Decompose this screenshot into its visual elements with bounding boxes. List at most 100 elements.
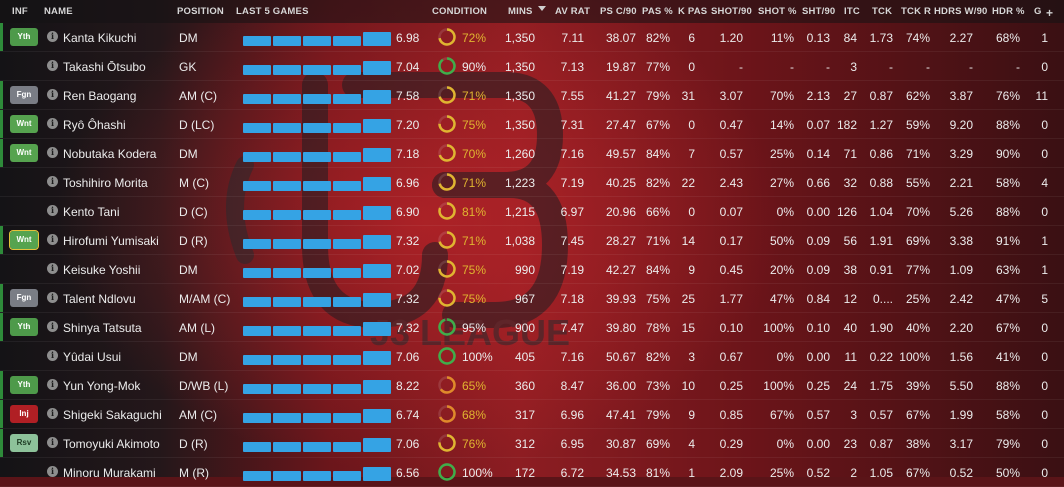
info-icon[interactable]: i: [47, 60, 58, 71]
col-mins[interactable]: MINS: [508, 6, 533, 17]
table-row[interactable]: Yth i Yun Yong-Mok D/WB (L) 8.22 65% 360 8.47 36…: [0, 371, 1064, 400]
status-badge[interactable]: Fgn: [10, 289, 38, 307]
table-row[interactable]: i Toshihiro Morita M (C) 6.96 71% 1,223 7.19 40…: [0, 168, 1064, 197]
col-last5[interactable]: LAST 5 GAMES: [236, 6, 309, 17]
add-column-button[interactable]: +: [1046, 6, 1054, 20]
table-row[interactable]: i Takashi Ōtsubo GK 7.04 90% 1,350 7.13 19.87 77…: [0, 52, 1064, 81]
col-name[interactable]: NAME: [44, 6, 73, 17]
game-rating-bar: [273, 442, 301, 452]
last-5-games-bars[interactable]: [243, 289, 393, 307]
table-row[interactable]: i Minoru Murakami M (R) 6.56 100% 172 6.72 34.5…: [0, 458, 1064, 487]
table-row[interactable]: Rsv i Tomoyuki Akimoto D (R) 7.06 76% 312 6.95 3…: [0, 429, 1064, 458]
info-icon[interactable]: i: [47, 118, 58, 129]
col-sht90[interactable]: SHT/90: [802, 6, 836, 17]
col-condition[interactable]: CONDITION: [432, 6, 488, 17]
player-name[interactable]: Shinya Tatsuta: [63, 321, 142, 335]
position-cell: AM (C): [179, 89, 217, 103]
col-itc[interactable]: ITC: [844, 6, 860, 17]
last-5-games-bars[interactable]: [243, 463, 393, 481]
info-icon[interactable]: i: [47, 234, 58, 245]
col-tck-r[interactable]: TCK R: [901, 6, 932, 17]
info-icon[interactable]: i: [47, 321, 58, 332]
player-name[interactable]: Yun Yong-Mok: [63, 379, 141, 393]
last-5-games-bars[interactable]: [243, 57, 393, 75]
last-5-games-bars[interactable]: [243, 318, 393, 336]
player-name[interactable]: Shigeki Sakaguchi: [63, 408, 162, 422]
player-name[interactable]: Minoru Murakami: [63, 466, 156, 480]
last-5-games-bars[interactable]: [243, 86, 393, 104]
last-5-games-bars[interactable]: [243, 376, 393, 394]
info-icon[interactable]: i: [47, 176, 58, 187]
player-name[interactable]: Kento Tani: [63, 205, 120, 219]
last-5-games-bars[interactable]: [243, 173, 393, 191]
last-5-games-bars[interactable]: [243, 260, 393, 278]
table-row[interactable]: Inj i Shigeki Sakaguchi AM (C) 6.74 68% 317 6.9…: [0, 400, 1064, 429]
player-name[interactable]: Takashi Ōtsubo: [63, 60, 146, 74]
position-cell: AM (C): [179, 408, 217, 422]
status-badge[interactable]: Wnt: [10, 144, 38, 162]
last-5-games-bars[interactable]: [243, 202, 393, 220]
player-name[interactable]: Ryô Ôhashi: [63, 118, 126, 132]
col-hdr-pct[interactable]: HDR %: [992, 6, 1025, 17]
info-icon[interactable]: i: [47, 408, 58, 419]
last-5-games-bars[interactable]: [243, 347, 393, 365]
col-g[interactable]: G: [1034, 6, 1042, 17]
status-badge[interactable]: Wnt: [9, 230, 39, 250]
table-row[interactable]: Yth i Kanta Kikuchi DM 6.98 72% 1,350 7.11 38.07…: [0, 23, 1064, 52]
table-row[interactable]: i Keisuke Yoshii DM 7.02 75% 990 7.19 42.27 84% 9…: [0, 255, 1064, 284]
player-name[interactable]: Toshihiro Morita: [63, 176, 148, 190]
last-5-games-bars[interactable]: [243, 28, 393, 46]
table-row[interactable]: Fgn i Talent Ndlovu M/AM (C) 7.32 75% 967 7.18 3…: [0, 284, 1064, 313]
col-inf[interactable]: INF: [12, 6, 28, 17]
player-name[interactable]: Kanta Kikuchi: [63, 31, 137, 45]
info-icon[interactable]: i: [47, 350, 58, 361]
player-name[interactable]: Keisuke Yoshii: [63, 263, 141, 277]
col-k-pas[interactable]: K PAS: [678, 6, 708, 17]
last-5-games-bars[interactable]: [243, 405, 393, 423]
info-icon[interactable]: i: [47, 205, 58, 216]
info-icon[interactable]: i: [47, 379, 58, 390]
player-name[interactable]: Ren Baogang: [63, 89, 137, 103]
col-shot-pct[interactable]: SHOT %: [758, 6, 797, 17]
col-shot90[interactable]: SHOT/90: [711, 6, 752, 17]
player-name[interactable]: Tomoyuki Akimoto: [63, 437, 160, 451]
info-icon[interactable]: i: [47, 147, 58, 158]
player-name[interactable]: Talent Ndlovu: [63, 292, 136, 306]
col-hdrs-w90[interactable]: HDRS W/90: [934, 6, 988, 17]
status-badge[interactable]: Fgn: [10, 86, 38, 104]
table-row[interactable]: Wnt i Hirofumi Yumisaki D (R) 7.32 71% 1,038 7.…: [0, 226, 1064, 255]
player-name[interactable]: Hirofumi Yumisaki: [63, 234, 159, 248]
table-row[interactable]: Yth i Shinya Tatsuta AM (L) 7.32 95% 900 7.47 39…: [0, 313, 1064, 342]
player-name[interactable]: Nobutaka Kodera: [63, 147, 157, 161]
status-badge[interactable]: Wnt: [10, 115, 38, 133]
position-cell: DM: [179, 263, 198, 277]
info-icon[interactable]: i: [47, 31, 58, 42]
info-icon[interactable]: i: [47, 437, 58, 448]
info-icon[interactable]: i: [47, 89, 58, 100]
table-row[interactable]: Wnt i Ryô Ôhashi D (LC) 7.20 75% 1,350 7.31 27.4…: [0, 110, 1064, 139]
status-badge[interactable]: Rsv: [10, 434, 38, 452]
last-5-games-bars[interactable]: [243, 231, 393, 249]
col-tck[interactable]: TCK: [872, 6, 893, 17]
col-position[interactable]: POSITION: [177, 6, 224, 17]
table-row[interactable]: i Kento Tani D (C) 6.90 81% 1,215 6.97 20.96 66%…: [0, 197, 1064, 226]
info-icon[interactable]: i: [47, 466, 58, 477]
table-row[interactable]: Fgn i Ren Baogang AM (C) 7.58 71% 1,350 7.55 41.…: [0, 81, 1064, 110]
status-badge[interactable]: Yth: [10, 376, 38, 394]
tck-cell: 0.88: [869, 176, 893, 190]
status-badge[interactable]: Inj: [10, 405, 38, 423]
last-5-games-bars[interactable]: [243, 144, 393, 162]
info-icon[interactable]: i: [47, 292, 58, 303]
info-icon[interactable]: i: [47, 263, 58, 274]
table-row[interactable]: i Yûdai Usui DM 7.06 100% 405 7.16 50.67 82% 3 0.6…: [0, 342, 1064, 371]
status-badge[interactable]: Yth: [10, 318, 38, 336]
last-5-games-bars[interactable]: [243, 434, 393, 452]
shot90-cell: 0.47: [719, 118, 743, 132]
last-5-games-bars[interactable]: [243, 115, 393, 133]
player-name[interactable]: Yûdai Usui: [63, 350, 122, 364]
status-badge[interactable]: Yth: [10, 28, 38, 46]
col-av-rat[interactable]: AV RAT: [555, 6, 591, 17]
col-pas-pct[interactable]: PAS %: [642, 6, 673, 17]
col-ps-c90[interactable]: PS C/90: [600, 6, 637, 17]
table-row[interactable]: Wnt i Nobutaka Kodera DM 7.18 70% 1,260 7.16 49.…: [0, 139, 1064, 168]
